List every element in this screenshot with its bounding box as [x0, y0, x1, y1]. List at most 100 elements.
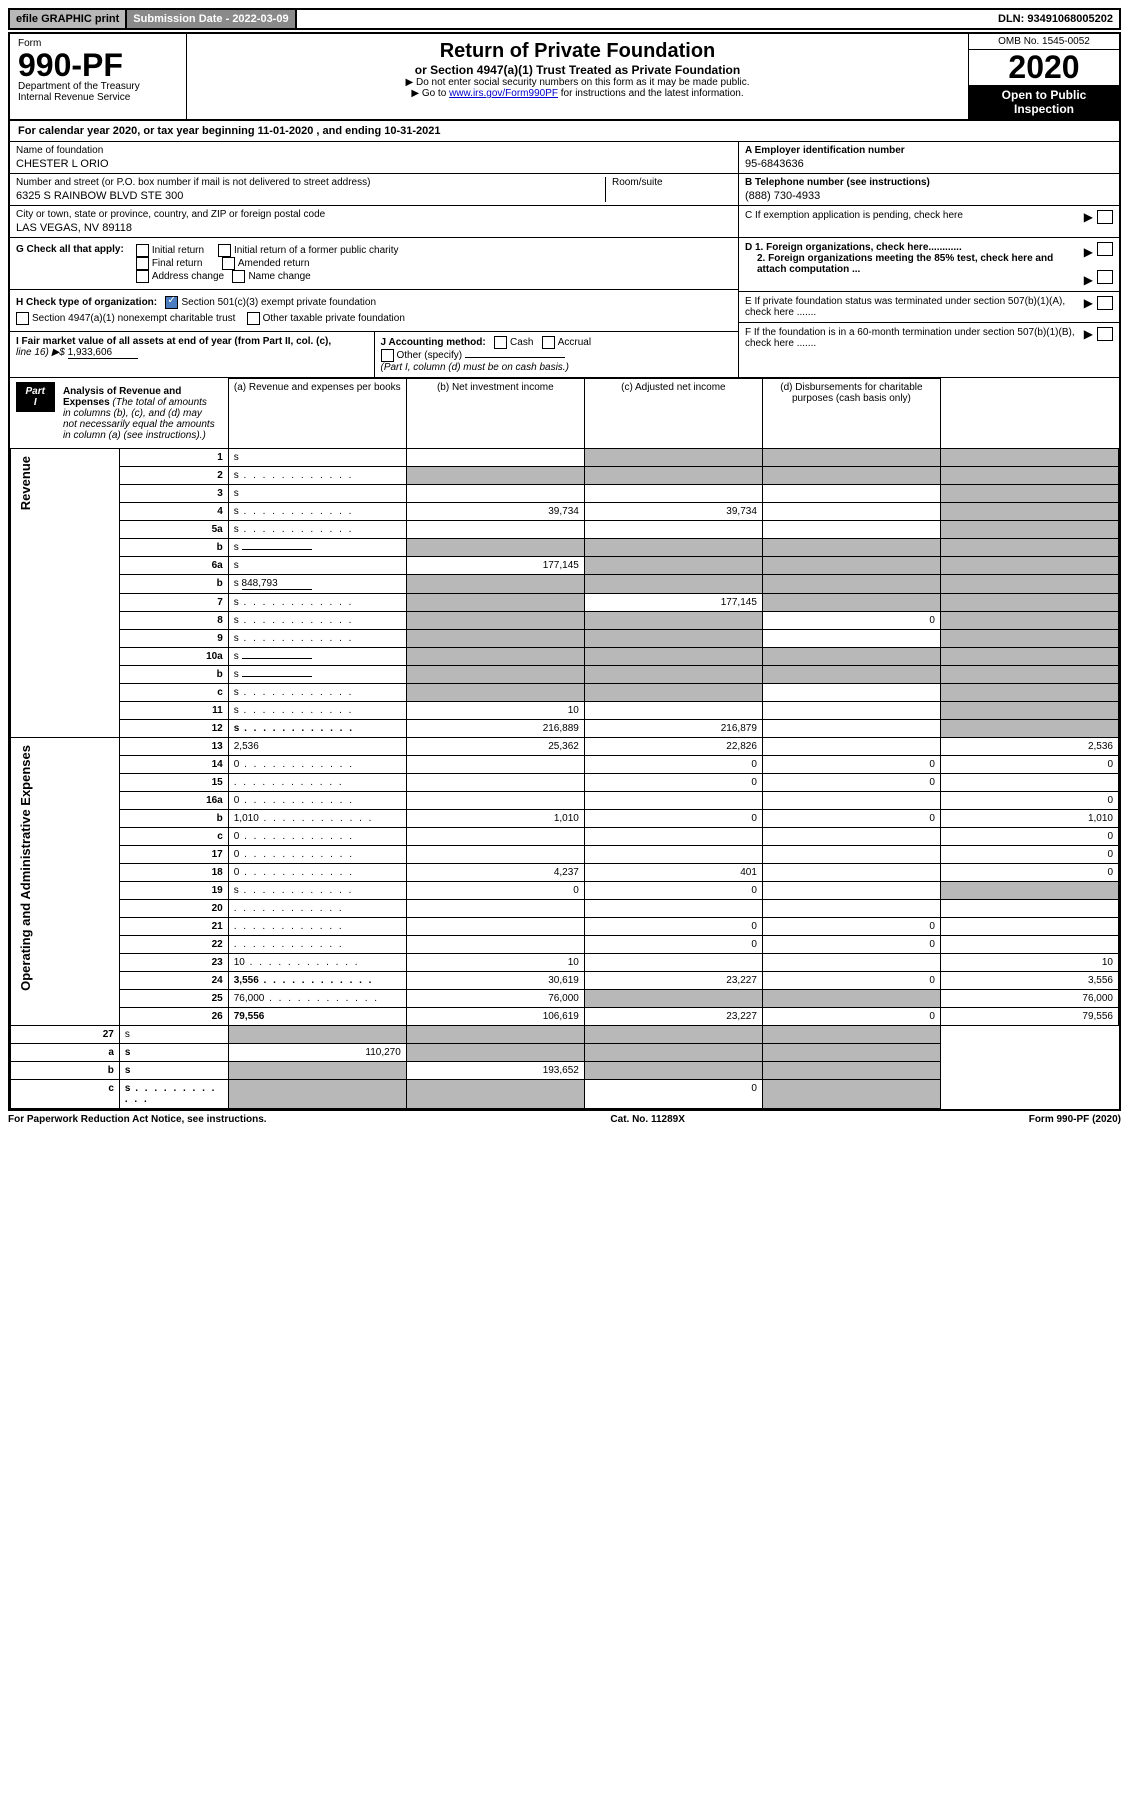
row-num: 7 [119, 593, 228, 611]
cal-pre: For calendar year 2020, or tax year begi… [18, 125, 258, 137]
d2-checkbox[interactable] [1097, 270, 1113, 284]
section-label: Operating and Administrative Expenses [16, 741, 35, 995]
part1-label: Part I [16, 382, 55, 412]
amended-cb[interactable] [222, 257, 235, 270]
initial-return-cb[interactable] [136, 244, 149, 257]
form-frame: Form 990-PF Department of the Treasury I… [8, 32, 1121, 1111]
row-num: 15 [119, 773, 228, 791]
j-other: Other (specify) [397, 350, 463, 361]
row-num: 25 [119, 989, 228, 1007]
row-desc [228, 917, 406, 935]
room-label: Room/suite [605, 177, 732, 202]
accrual-cb[interactable] [542, 336, 555, 349]
d2-label: 2. Foreign organizations meeting the 85%… [757, 253, 1053, 275]
row-desc: s [228, 683, 406, 701]
foundation-addr: 6325 S RAINBOW BLVD STE 300 [16, 190, 605, 202]
row-num: 14 [119, 755, 228, 773]
irs-link[interactable]: www.irs.gov/Form990PF [449, 88, 558, 99]
row-num: 21 [119, 917, 228, 935]
c-checkbox[interactable] [1097, 210, 1113, 224]
cal-end: 10-31-2021 [384, 125, 440, 137]
other-tax-cb[interactable] [247, 312, 260, 325]
row-desc: s [228, 593, 406, 611]
row-num: c [11, 1079, 120, 1108]
row-num: 5a [119, 520, 228, 538]
row-num: 24 [119, 971, 228, 989]
d1-label: D 1. Foreign organizations, check here..… [745, 242, 962, 253]
footer-right: Form 990-PF (2020) [1029, 1114, 1121, 1125]
d1-checkbox[interactable] [1097, 242, 1113, 256]
form-subtitle: or Section 4947(a)(1) Trust Treated as P… [193, 63, 962, 77]
row-num: 23 [119, 953, 228, 971]
row-desc: s [228, 556, 406, 574]
row-num: 10a [119, 647, 228, 665]
row-desc: s [228, 647, 406, 665]
row-num: 19 [119, 881, 228, 899]
h-opt-3: Other taxable private foundation [263, 313, 405, 324]
ein: 95-6843636 [745, 158, 1113, 170]
submission-date: Submission Date - 2022-03-09 [127, 10, 296, 28]
row-desc: s [228, 719, 406, 737]
top-bar: efile GRAPHIC print Submission Date - 20… [8, 8, 1121, 30]
f-checkbox[interactable] [1097, 327, 1113, 341]
row-num: 20 [119, 899, 228, 917]
row-desc: s [228, 611, 406, 629]
g-opt-4: Address change [152, 271, 224, 282]
tax-year: 2020 [969, 50, 1119, 85]
4947-cb[interactable] [16, 312, 29, 325]
efile-print-btn[interactable]: efile GRAPHIC print [10, 10, 127, 28]
row-desc: s [228, 466, 406, 484]
e-checkbox[interactable] [1097, 296, 1113, 310]
row-desc: 3,556 [228, 971, 406, 989]
row-num: 16a [119, 791, 228, 809]
row-desc [228, 773, 406, 791]
note2-post: for instructions and the latest informat… [558, 88, 744, 99]
section-label: Revenue [16, 452, 35, 514]
row-num: 1 [119, 448, 228, 466]
other-spec-cb[interactable] [381, 349, 394, 362]
row-num: b [119, 809, 228, 827]
initial-former-cb[interactable] [218, 244, 231, 257]
col-a-header: (a) Revenue and expenses per books [228, 379, 406, 449]
row-num: 3 [119, 484, 228, 502]
cal-mid: , and ending [313, 125, 384, 137]
row-num: 4 [119, 502, 228, 520]
row-desc: s 848,793 [228, 574, 406, 593]
row-num: b [119, 574, 228, 593]
row-desc: 1,010 [228, 809, 406, 827]
row-desc: s [228, 484, 406, 502]
cash-cb[interactable] [494, 336, 507, 349]
h-label: H Check type of organization: [16, 297, 157, 308]
foundation-name: CHESTER L ORIO [16, 158, 732, 170]
g-opt-3: Amended return [238, 258, 310, 269]
501c3-cb[interactable] [165, 296, 178, 309]
row-num: 9 [119, 629, 228, 647]
row-desc: 0 [228, 827, 406, 845]
row-desc: 0 [228, 845, 406, 863]
g-label: G Check all that apply: [16, 244, 124, 255]
part1-table: Part I Analysis of Revenue and Expenses … [10, 378, 1119, 1109]
h-opt-2: Section 4947(a)(1) nonexempt charitable … [32, 313, 235, 324]
row-desc: s [228, 520, 406, 538]
col-d-header: (d) Disbursements for charitable purpose… [762, 379, 940, 449]
phone-label: B Telephone number (see instructions) [745, 177, 1113, 188]
i-label: I Fair market value of all assets at end… [16, 336, 331, 347]
cal-begin: 11-01-2020 [258, 125, 314, 137]
row-desc: s [228, 502, 406, 520]
note2-pre: ▶ Go to [411, 88, 449, 99]
dln: DLN: 93491068005202 [992, 10, 1119, 28]
row-num: b [119, 538, 228, 556]
final-return-cb[interactable] [136, 257, 149, 270]
phone: (888) 730-4933 [745, 190, 1113, 202]
j-note: (Part I, column (d) must be on cash basi… [381, 362, 569, 373]
g-opt-2: Final return [152, 258, 203, 269]
info-section: Name of foundation CHESTER L ORIO Number… [10, 142, 1119, 238]
dept-treasury: Department of the Treasury [18, 81, 178, 92]
row-desc: s [228, 538, 406, 556]
row-desc: s [228, 701, 406, 719]
row-num: c [119, 683, 228, 701]
row-desc: 2,536 [228, 737, 406, 755]
addr-change-cb[interactable] [136, 270, 149, 283]
name-change-cb[interactable] [232, 270, 245, 283]
row-desc [228, 899, 406, 917]
